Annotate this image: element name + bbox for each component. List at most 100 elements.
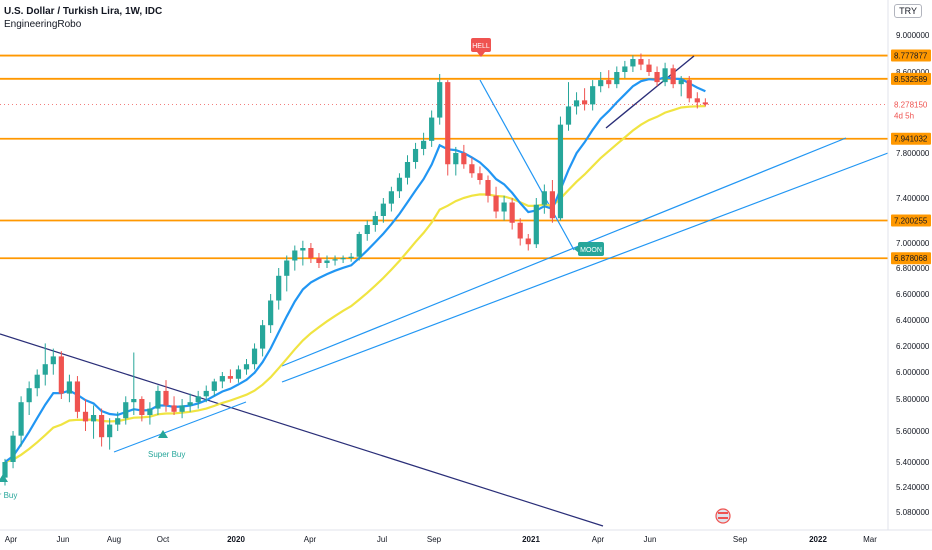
- candle-body: [493, 195, 499, 212]
- level-price-tag-text: 6.878068: [894, 254, 928, 263]
- currency-badge[interactable]: TRY: [894, 4, 922, 18]
- candle: [147, 402, 153, 425]
- candle-body: [533, 204, 539, 245]
- time-tick-label: 2022: [809, 535, 827, 544]
- candle-body: [2, 462, 8, 478]
- time-tick-label: Apr: [592, 535, 605, 544]
- candle: [203, 385, 209, 403]
- candle: [50, 348, 56, 375]
- candle-body: [324, 260, 330, 263]
- time-tick-label: 2020: [227, 535, 245, 544]
- level-price-tag: 8.532589: [891, 72, 931, 85]
- level-price-tag: 6.878068: [891, 252, 931, 265]
- candle-body: [300, 248, 306, 251]
- candle: [638, 53, 644, 71]
- candle: [90, 405, 97, 439]
- candle-body: [316, 258, 322, 263]
- level-price-tag: 7.941032: [891, 132, 931, 145]
- candle-body: [590, 86, 596, 105]
- indicator-name[interactable]: EngineeringRobo: [4, 19, 82, 30]
- candle-body: [115, 418, 121, 425]
- candle: [219, 372, 225, 389]
- candle-body: [638, 59, 644, 65]
- candle: [429, 110, 435, 147]
- candle-body: [18, 402, 24, 436]
- candle-body: [582, 100, 588, 105]
- candle-body: [445, 82, 451, 165]
- candle-body: [276, 275, 282, 301]
- signal-hell-pointer: [477, 52, 485, 57]
- candle-body: [469, 164, 475, 174]
- fall-trendline: [479, 79, 575, 251]
- candle-body: [147, 408, 153, 415]
- candle: [163, 380, 169, 412]
- trendlines-layer: [113, 55, 889, 453]
- candle-body: [372, 216, 378, 225]
- fast-moving-average-line: [4, 76, 706, 463]
- candle: [308, 243, 314, 263]
- candle-body: [74, 381, 81, 412]
- candle-body: [292, 250, 298, 261]
- candle-body: [139, 399, 145, 415]
- candle: [187, 393, 193, 412]
- candle-body: [461, 153, 467, 165]
- candle: [276, 268, 282, 310]
- candle: [622, 60, 628, 79]
- candle: [139, 396, 145, 422]
- candle: [469, 157, 475, 178]
- candle-body: [573, 100, 580, 107]
- candle: [316, 253, 322, 268]
- candle-body: [66, 381, 72, 394]
- super-buy-label: Super Buy: [148, 450, 185, 459]
- candle-body: [509, 202, 515, 223]
- last-price-value: 8.278150: [894, 101, 928, 110]
- candle: [445, 80, 451, 176]
- symbol-title[interactable]: U.S. Dollar / Turkish Lira, 1W, IDC: [4, 6, 163, 17]
- candle-body: [364, 225, 370, 234]
- candle-body: [50, 356, 56, 365]
- candle-body: [501, 202, 507, 212]
- candle-body: [549, 191, 555, 219]
- candle: [348, 253, 354, 262]
- candle: [630, 55, 636, 72]
- candle: [251, 343, 258, 370]
- price-axis[interactable]: 9.000000 8.600000 7.800000 7.400000 7.000000…: [887, 0, 932, 530]
- candle: [211, 378, 217, 397]
- candle-body: [396, 177, 403, 192]
- signal-moon: MOON: [574, 242, 604, 256]
- candle-body: [308, 248, 314, 258]
- level-price-tag-text: 7.941032: [894, 135, 928, 144]
- candle: [404, 155, 411, 185]
- support-trendline-lower: [281, 152, 889, 383]
- candle-body: [58, 356, 64, 394]
- candle: [557, 116, 564, 221]
- candle: [66, 374, 72, 403]
- candle: [58, 351, 64, 399]
- candle-body: [614, 72, 620, 85]
- candle: [292, 245, 298, 271]
- candle-body: [179, 405, 185, 412]
- candle: [678, 76, 684, 97]
- candle: [260, 320, 266, 357]
- candle-body: [42, 364, 48, 375]
- level-price-tag-text: 8.777877: [894, 52, 928, 61]
- price-tick-label: 7.000000: [896, 239, 930, 248]
- time-axis[interactable]: Apr Jun Aug Oct 2020 Apr Jul Sep 2021 Apr Jun Sep 20…: [0, 529, 932, 544]
- candle-body: [662, 68, 668, 83]
- signal-moon-label: MOON: [580, 247, 602, 254]
- price-tick-label: 5.400000: [896, 458, 930, 467]
- last-price-tag-box: [890, 98, 932, 124]
- candle-body: [557, 124, 564, 219]
- candle-body: [686, 80, 692, 99]
- candle: [107, 418, 113, 450]
- signals-layer: HELL MOON Super Buy Super Buy: [0, 38, 731, 524]
- time-tick-label: Jun: [57, 535, 70, 544]
- super-buy-arrow-icon: [0, 474, 8, 482]
- candle-body: [260, 325, 266, 349]
- candle: [573, 92, 580, 115]
- candle: [686, 76, 692, 103]
- candle: [461, 144, 467, 169]
- price-tick-label: 5.600000: [896, 427, 930, 436]
- candle-body: [517, 222, 523, 239]
